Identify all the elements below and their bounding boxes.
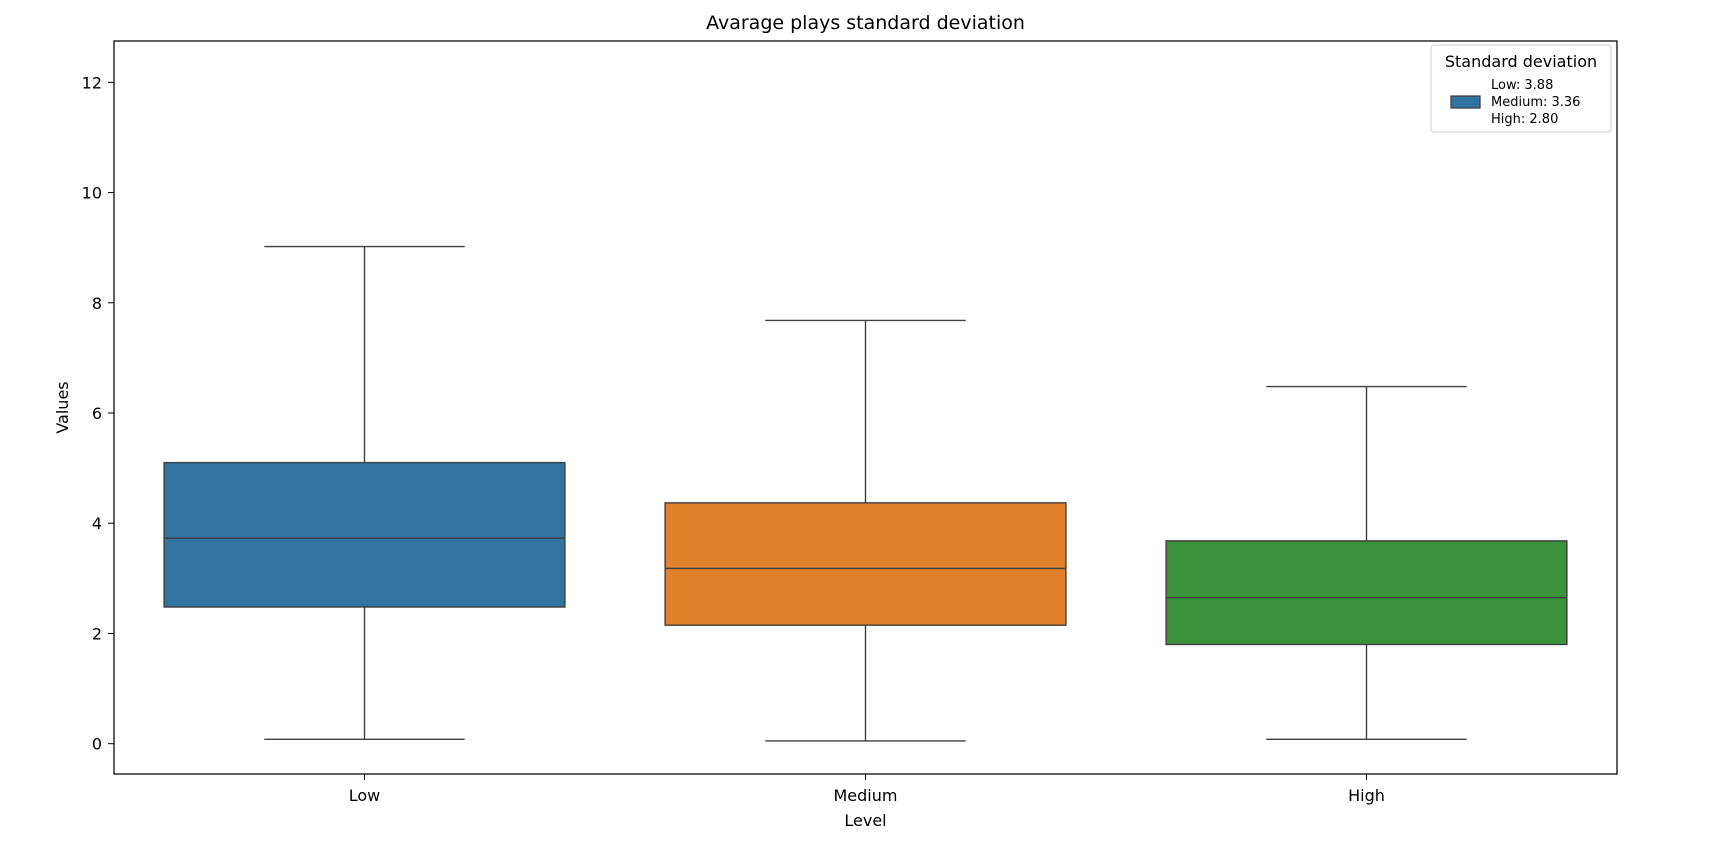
- y-tick-label: 0: [92, 735, 102, 754]
- chart-title: Avarage plays standard deviation: [706, 12, 1025, 34]
- box-high: [1165, 540, 1568, 646]
- y-tick-label: 6: [92, 404, 102, 423]
- axes-frame: [113, 40, 1618, 775]
- x-tick-label-medium: Medium: [834, 786, 898, 805]
- legend: Standard deviation Low: 3.88 Medium: 3.3…: [1430, 44, 1612, 133]
- y-axis-label: Values: [53, 381, 72, 433]
- y-tick-label: 12: [82, 73, 102, 92]
- y-tick-label: 2: [92, 624, 102, 643]
- x-axis-label: Level: [844, 811, 886, 830]
- legend-title: Standard deviation: [1445, 52, 1597, 71]
- plot-layer: 0 2 4 6 8 10 12 Low Medium High: [82, 73, 1568, 805]
- legend-frame: [1430, 44, 1612, 133]
- y-tick-label: 4: [92, 514, 102, 533]
- x-tick-label-high: High: [1348, 786, 1385, 805]
- box-medium: [664, 502, 1067, 626]
- legend-swatch: [1450, 95, 1481, 109]
- box-low: [163, 461, 566, 608]
- y-tick-label: 10: [82, 184, 102, 203]
- x-tick-label-low: Low: [349, 786, 381, 805]
- legend-entry-high: High: 2.80: [1491, 112, 1558, 127]
- y-tick-label: 8: [92, 294, 102, 313]
- legend-entry-medium: Medium: 3.36: [1491, 95, 1580, 110]
- legend-entry-low: Low: 3.88: [1491, 78, 1553, 93]
